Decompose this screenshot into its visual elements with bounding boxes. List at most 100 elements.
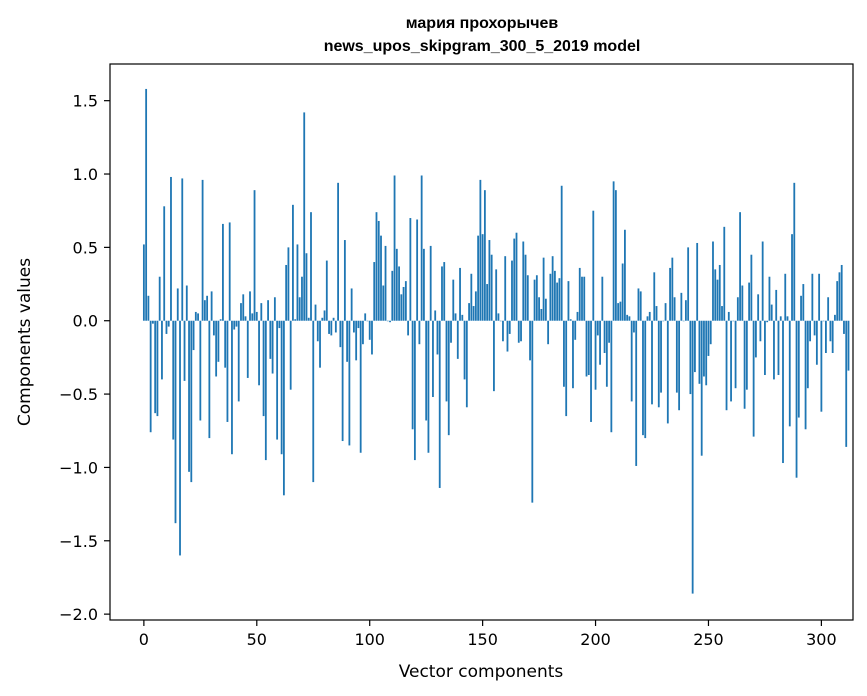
bar	[380, 235, 382, 321]
bar	[673, 297, 676, 321]
bar	[635, 320, 638, 466]
bar	[538, 297, 540, 321]
bar	[366, 320, 369, 322]
bar	[395, 248, 398, 321]
bar	[154, 320, 157, 414]
bar	[651, 320, 653, 405]
bar	[441, 266, 443, 321]
bar	[547, 320, 550, 345]
bar	[757, 294, 760, 321]
bar	[558, 278, 561, 321]
bar	[691, 320, 694, 594]
bar	[560, 185, 563, 321]
bar	[736, 297, 739, 321]
bar	[633, 320, 635, 333]
bar	[149, 320, 152, 433]
bar	[398, 266, 400, 321]
bar	[788, 320, 791, 427]
bar	[255, 311, 258, 321]
bar	[269, 320, 272, 359]
bar	[802, 284, 805, 321]
y-tick-label: −0.5	[59, 385, 98, 404]
bar	[718, 264, 721, 321]
bar	[310, 212, 312, 321]
bar	[294, 319, 297, 321]
bar	[784, 273, 787, 321]
bar	[797, 320, 800, 418]
bar	[391, 270, 394, 321]
bar	[551, 256, 554, 321]
bar	[836, 281, 839, 321]
bar	[750, 254, 753, 321]
bar	[402, 286, 405, 321]
bar	[608, 320, 610, 343]
bar	[709, 320, 712, 345]
bar	[535, 275, 538, 321]
bar	[793, 182, 796, 321]
bar	[630, 320, 633, 402]
bar	[662, 320, 665, 322]
bar	[185, 285, 188, 321]
bar	[427, 320, 430, 453]
bar	[264, 320, 267, 461]
bar	[443, 262, 446, 321]
bar	[563, 320, 565, 387]
bar	[312, 320, 315, 483]
bar	[454, 313, 457, 321]
bar	[642, 320, 644, 436]
bar	[827, 297, 830, 321]
bar	[495, 269, 498, 321]
bar	[578, 267, 581, 321]
bar	[468, 303, 470, 321]
bar	[599, 320, 601, 365]
bar	[594, 320, 597, 390]
bar	[188, 320, 190, 472]
bar	[770, 304, 773, 321]
bar	[359, 320, 362, 453]
x-axis-ticks: 0 50 100 150 200 250 300	[139, 620, 837, 649]
bar	[511, 260, 513, 321]
bar	[323, 310, 326, 321]
bar	[145, 88, 148, 321]
bar	[601, 276, 604, 321]
bar	[292, 204, 294, 321]
bar	[463, 320, 466, 380]
bar	[565, 320, 568, 417]
bar	[493, 320, 495, 392]
bar	[231, 320, 233, 455]
bar	[596, 320, 599, 336]
y-tick-label: −2.0	[59, 605, 98, 624]
bar	[461, 314, 464, 321]
bar	[210, 291, 213, 321]
bar	[520, 320, 522, 342]
bar	[675, 320, 678, 393]
bar	[572, 320, 574, 389]
bar	[362, 320, 364, 345]
bar	[470, 273, 473, 321]
bar	[192, 320, 195, 351]
bar	[705, 320, 708, 386]
bar	[237, 320, 240, 402]
bar	[346, 320, 349, 362]
bar	[745, 320, 748, 390]
y-axis-ticks: 1.5 1.0 0.5 0.0 −0.5 −1.0 −1.5 −2.0	[59, 92, 110, 624]
bar	[319, 320, 321, 368]
bar	[222, 223, 224, 321]
bar	[779, 316, 782, 321]
bar	[244, 316, 247, 321]
bar	[413, 320, 416, 461]
bar	[219, 319, 222, 321]
bar	[364, 313, 367, 321]
bar	[251, 313, 254, 321]
bar	[671, 257, 674, 321]
bar	[768, 276, 771, 321]
bar	[483, 190, 486, 321]
bar	[314, 304, 317, 321]
bar	[499, 320, 502, 322]
bar	[502, 320, 504, 342]
bar	[714, 269, 717, 321]
bar	[524, 254, 527, 321]
bar	[811, 273, 814, 321]
bar	[553, 270, 556, 321]
y-tick-label: 1.0	[73, 165, 98, 184]
